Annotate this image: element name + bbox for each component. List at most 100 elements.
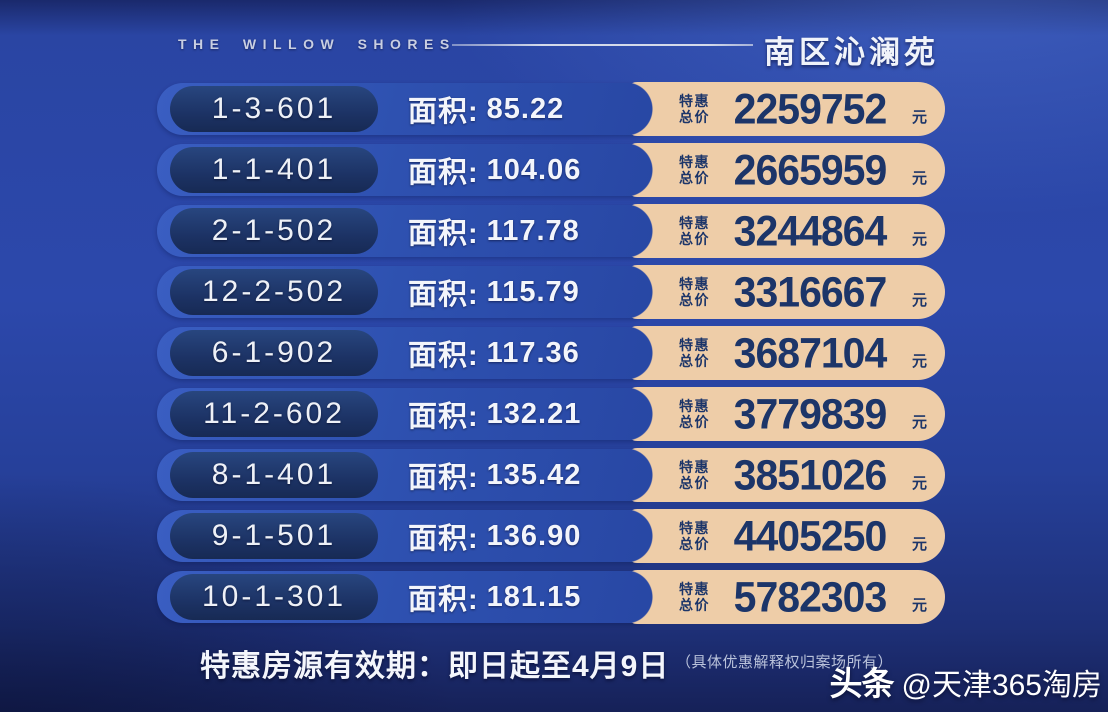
price-pill: 特惠 总价 2665959 元	[627, 143, 945, 197]
area-value: 135.42	[486, 458, 582, 491]
area-label: 面积:	[408, 218, 479, 250]
price-label: 特惠 总价	[679, 276, 710, 308]
price-value: 3244864	[733, 206, 888, 255]
area-value: 117.78	[486, 214, 580, 247]
unit-pill: 1-1-401	[170, 147, 378, 193]
unit-label: 10-1-301	[201, 580, 347, 613]
area-cell: 面积: 136.90	[408, 510, 581, 562]
area-cell: 面积: 135.42	[408, 449, 581, 501]
currency-label: 元	[911, 109, 927, 126]
unit-pill: 2-1-502	[170, 208, 378, 254]
price-label: 特惠 总价	[679, 215, 710, 247]
price-value: 2665959	[733, 145, 888, 194]
area-label: 面积:	[408, 340, 479, 372]
price-value: 3687104	[733, 328, 888, 377]
price-inner: 特惠 总价 3851026 元	[627, 448, 945, 502]
price-value: 3779839	[733, 389, 888, 438]
price-label-top: 特惠	[679, 458, 710, 475]
area-value: 115.79	[486, 275, 580, 308]
price-label-bottom: 总价	[679, 414, 710, 430]
price-inner: 特惠 总价 3779839 元	[627, 387, 945, 441]
price-pill: 特惠 总价 3244864 元	[627, 204, 945, 258]
price-label-bottom: 总价	[679, 170, 710, 186]
area-cell: 面积: 115.79	[408, 266, 580, 318]
area-value: 136.90	[486, 519, 582, 552]
area-label: 面积:	[408, 157, 479, 189]
area-cell: 面积: 117.78	[408, 205, 580, 257]
unit-pill: 1-3-601	[170, 86, 378, 132]
price-label-bottom: 总价	[679, 597, 710, 613]
currency-label: 元	[911, 353, 927, 370]
price-label: 特惠 总价	[679, 459, 710, 491]
unit-pill: 8-1-401	[170, 452, 378, 498]
table-row: 12-2-502 面积: 115.79 特惠 总价 3316667 元	[0, 265, 1108, 319]
price-label-top: 特惠	[679, 275, 710, 292]
price-label: 特惠 总价	[679, 154, 710, 186]
header-divider	[452, 44, 753, 46]
price-label-bottom: 总价	[679, 536, 710, 552]
area-value: 85.22	[486, 92, 565, 125]
price-label-bottom: 总价	[679, 353, 710, 369]
price-label: 特惠 总价	[679, 93, 710, 125]
price-pill: 特惠 总价 5782303 元	[627, 570, 945, 624]
currency-label: 元	[911, 231, 927, 248]
price-label-bottom: 总价	[679, 475, 710, 491]
area-label: 面积:	[408, 96, 479, 128]
unit-label: 2-1-502	[211, 214, 337, 247]
unit-label: 8-1-401	[211, 458, 337, 491]
price-label-top: 特惠	[679, 336, 710, 353]
price-pill: 特惠 总价 2259752 元	[627, 82, 945, 136]
watermark-handle: @天津365淘房	[901, 669, 1102, 702]
currency-label: 元	[911, 475, 927, 492]
unit-label: 12-2-502	[201, 275, 347, 308]
watermark: 头条 @天津365淘房	[829, 657, 1102, 705]
estate-title: 南区沁澜苑	[764, 35, 939, 70]
price-pill: 特惠 总价 4405250 元	[627, 509, 945, 563]
area-value: 181.15	[486, 580, 582, 613]
price-pill: 特惠 总价 3851026 元	[627, 448, 945, 502]
unit-label: 1-3-601	[211, 92, 337, 125]
currency-label: 元	[911, 536, 927, 553]
area-cell: 面积: 132.21	[408, 388, 581, 440]
currency-label: 元	[911, 170, 927, 187]
price-value: 3851026	[733, 450, 888, 499]
disclaimer-note: （具体优惠解释权归案场所有）	[676, 654, 894, 671]
price-pill: 特惠 总价 3316667 元	[627, 265, 945, 319]
price-label-top: 特惠	[679, 519, 710, 536]
unit-label: 6-1-902	[211, 336, 337, 369]
price-inner: 特惠 总价 3687104 元	[627, 326, 945, 380]
table-row: 11-2-602 面积: 132.21 特惠 总价 3779839 元	[0, 387, 1108, 441]
price-label-bottom: 总价	[679, 292, 710, 308]
price-pill: 特惠 总价 3779839 元	[627, 387, 945, 441]
price-label: 特惠 总价	[679, 398, 710, 430]
currency-label: 元	[911, 597, 927, 614]
price-inner: 特惠 总价 3316667 元	[627, 265, 945, 319]
price-label-bottom: 总价	[679, 109, 710, 125]
price-label-top: 特惠	[679, 397, 710, 414]
unit-pill: 9-1-501	[170, 513, 378, 559]
area-cell: 面积: 104.06	[408, 144, 581, 196]
table-row: 10-1-301 面积: 181.15 特惠 总价 5782303 元	[0, 570, 1108, 624]
price-label-top: 特惠	[679, 153, 710, 170]
unit-label: 1-1-401	[211, 153, 337, 186]
area-label: 面积:	[408, 279, 479, 311]
price-value: 5782303	[733, 572, 888, 621]
area-cell: 面积: 181.15	[408, 571, 581, 623]
table-row: 1-1-401 面积: 104.06 特惠 总价 2665959 元	[0, 143, 1108, 197]
price-label-top: 特惠	[679, 214, 710, 231]
price-inner: 特惠 总价 2259752 元	[627, 82, 945, 136]
table-row: 6-1-902 面积: 117.36 特惠 总价 3687104 元	[0, 326, 1108, 380]
unit-pill: 12-2-502	[170, 269, 378, 315]
area-value: 117.36	[486, 336, 580, 369]
table-row: 8-1-401 面积: 135.42 特惠 总价 3851026 元	[0, 448, 1108, 502]
price-value: 3316667	[733, 267, 888, 316]
price-inner: 特惠 总价 2665959 元	[627, 143, 945, 197]
validity-text: 特惠房源有效期：即日起至4月9日	[200, 650, 670, 683]
table-row: 1-3-601 面积: 85.22 特惠 总价 2259752 元	[0, 82, 1108, 136]
table-row: 9-1-501 面积: 136.90 特惠 总价 4405250 元	[0, 509, 1108, 563]
price-pill: 特惠 总价 3687104 元	[627, 326, 945, 380]
price-label-top: 特惠	[679, 580, 710, 597]
area-value: 104.06	[486, 153, 582, 186]
price-label: 特惠 总价	[679, 520, 710, 552]
price-label-bottom: 总价	[679, 231, 710, 247]
